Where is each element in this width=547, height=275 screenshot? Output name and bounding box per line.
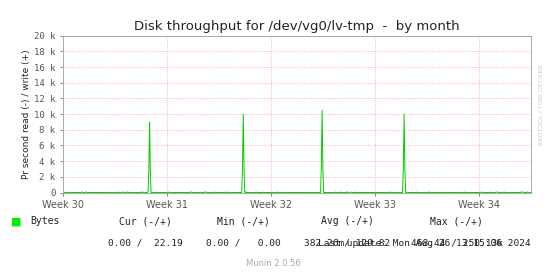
Text: Munin 2.0.56: Munin 2.0.56 [246, 259, 301, 268]
Text: 0.00 /  22.19: 0.00 / 22.19 [108, 239, 182, 248]
Text: 0.00 /   0.00: 0.00 / 0.00 [206, 239, 281, 248]
Text: Bytes: Bytes [30, 216, 60, 226]
Text: Cur (-/+): Cur (-/+) [119, 216, 171, 226]
Text: Avg (-/+): Avg (-/+) [321, 216, 374, 226]
Title: Disk throughput for /dev/vg0/lv-tmp  -  by month: Disk throughput for /dev/vg0/lv-tmp - by… [134, 20, 459, 33]
Text: Min (-/+): Min (-/+) [217, 216, 270, 226]
Text: 382.26m/ 129.82: 382.26m/ 129.82 [304, 239, 391, 248]
Text: Last update: Mon Aug 26 13:15:06 2024: Last update: Mon Aug 26 13:15:06 2024 [318, 239, 531, 248]
Text: RRDTOOL / TOBI OETIKER: RRDTOOL / TOBI OETIKER [538, 64, 543, 145]
Text: Max (-/+): Max (-/+) [430, 216, 483, 226]
Text: ■: ■ [11, 216, 21, 226]
Y-axis label: Pr second read (-) / write (+): Pr second read (-) / write (+) [22, 49, 31, 179]
Text: 468.44 / 250.13k: 468.44 / 250.13k [411, 239, 503, 248]
